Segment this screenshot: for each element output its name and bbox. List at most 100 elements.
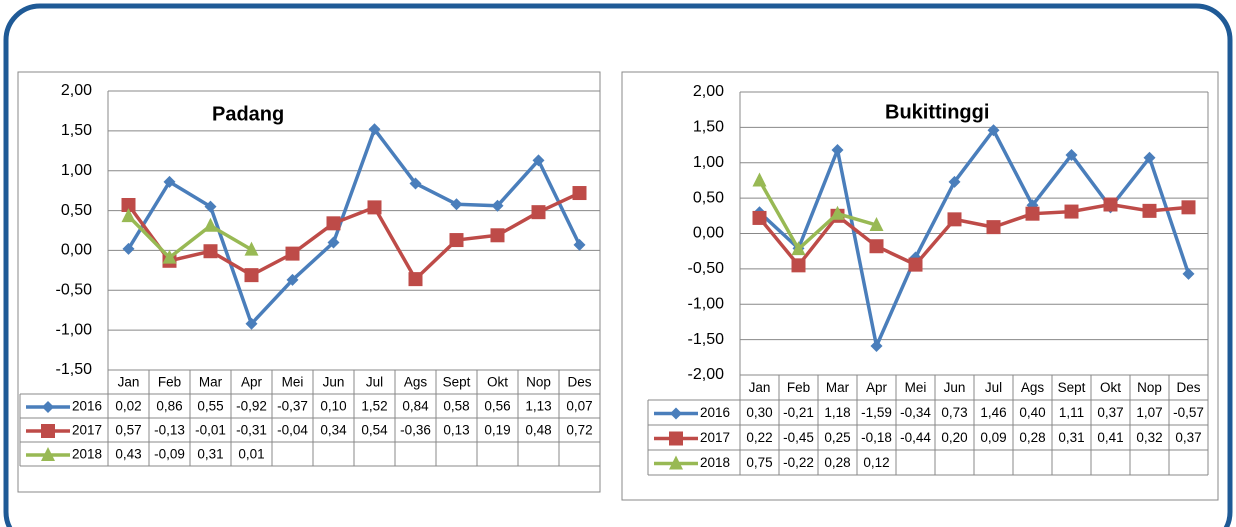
data-point	[327, 236, 340, 249]
x-tick-label: Ags	[1021, 380, 1045, 395]
data-point	[1181, 200, 1196, 215]
x-tick-label: Jan	[118, 375, 140, 390]
data-point	[285, 246, 300, 261]
chart-box	[621, 71, 1219, 501]
y-tick-label: 2,00	[693, 83, 724, 100]
x-tick-label: Jul	[366, 375, 383, 390]
data-point	[490, 228, 505, 243]
table-value: -0,18	[861, 430, 892, 445]
data-point	[791, 258, 806, 273]
data-point	[1065, 148, 1078, 161]
data-point	[368, 123, 381, 136]
data-point	[572, 186, 587, 201]
table-value: -0,45	[783, 430, 814, 445]
data-point	[408, 272, 423, 287]
table-value: 1,11	[1059, 405, 1084, 420]
table-value: -0,57	[1173, 405, 1204, 420]
table-value: 0,84	[402, 399, 429, 414]
table-value: 1,07	[1136, 405, 1162, 420]
table-value: 0,72	[566, 423, 592, 438]
data-point	[987, 124, 1000, 137]
x-tick-label: Apr	[866, 380, 888, 395]
data-point	[203, 217, 218, 232]
y-tick-label: 0,50	[693, 189, 724, 206]
table-value: -0,44	[900, 430, 931, 445]
series-line	[127, 214, 253, 260]
data-point	[531, 205, 546, 220]
table-value: 0,73	[941, 405, 967, 420]
y-tick-label: -1,50	[688, 331, 725, 348]
table-value: 0,75	[746, 455, 772, 470]
data-point	[449, 233, 464, 248]
y-tick-label: -2,00	[688, 366, 725, 383]
table-value: 1,46	[980, 405, 1006, 420]
data-point	[326, 216, 341, 231]
data-point	[830, 205, 845, 220]
data-point	[752, 172, 767, 187]
table-value: 0,19	[484, 423, 510, 438]
data-point	[1142, 203, 1157, 218]
data-point	[367, 200, 382, 215]
y-tick-label: -0,50	[688, 260, 725, 277]
table-value: -0,09	[154, 447, 185, 462]
data-point	[573, 238, 586, 251]
table-value: 0,58	[443, 399, 469, 414]
legend-label: 2016	[700, 405, 730, 420]
table-value: -0,13	[154, 423, 185, 438]
table-value: 0,20	[941, 430, 967, 445]
x-tick-label: Jun	[323, 375, 345, 390]
table-value: 0,31	[1058, 430, 1084, 445]
legend-marker	[669, 455, 683, 470]
y-tick-label: 0,50	[61, 202, 92, 219]
data-point	[1143, 151, 1156, 164]
y-tick-label: 0,00	[61, 242, 92, 259]
x-tick-label: Sept	[443, 375, 471, 390]
data-point	[121, 197, 136, 212]
table-value: -0,92	[236, 399, 267, 414]
x-tick-label: Ags	[404, 375, 428, 390]
x-tick-label: Mar	[199, 375, 223, 390]
table-value: 0,40	[1019, 405, 1045, 420]
table-value: 0,28	[824, 455, 850, 470]
y-tick-label: -0,50	[56, 282, 93, 299]
data-point	[162, 249, 177, 264]
table-value: 1,13	[525, 399, 551, 414]
data-point	[122, 242, 135, 255]
series-line	[757, 179, 877, 251]
data-point	[1103, 197, 1118, 212]
data-point	[752, 210, 767, 225]
x-tick-label: Okt	[1100, 380, 1121, 395]
legend-marker	[41, 447, 55, 461]
table-value: 0,02	[115, 399, 141, 414]
table-value: 0,37	[1175, 430, 1201, 445]
y-tick-label: -1,50	[56, 361, 93, 378]
x-tick-label: Des	[567, 375, 591, 390]
legend-label: 2017	[72, 423, 102, 438]
data-point	[491, 199, 504, 212]
table-value: 0,25	[824, 430, 850, 445]
table-value: 1,18	[824, 405, 850, 420]
data-point	[869, 239, 884, 254]
data-point	[409, 177, 422, 190]
data-point	[203, 244, 218, 259]
chart-box	[17, 71, 601, 493]
table-value: 0,48	[525, 423, 551, 438]
data-point	[450, 198, 463, 211]
data-point	[163, 175, 176, 188]
y-tick-label: 2,00	[61, 82, 92, 99]
table-value: 0,09	[980, 430, 1006, 445]
data-point	[1064, 204, 1079, 219]
table-value: -0,34	[900, 405, 931, 420]
x-tick-label: Mei	[282, 375, 304, 390]
table-value: 0,55	[197, 399, 223, 414]
table-value: 0,32	[1136, 430, 1162, 445]
data-point	[948, 175, 961, 188]
data-point	[244, 268, 259, 283]
legend-label: 2016	[72, 399, 102, 414]
data-point	[869, 217, 884, 232]
y-tick-label: 1,00	[61, 162, 92, 179]
legend-label: 2018	[700, 455, 730, 470]
table-value: 0,41	[1097, 430, 1123, 445]
table-value: 0,22	[746, 430, 772, 445]
